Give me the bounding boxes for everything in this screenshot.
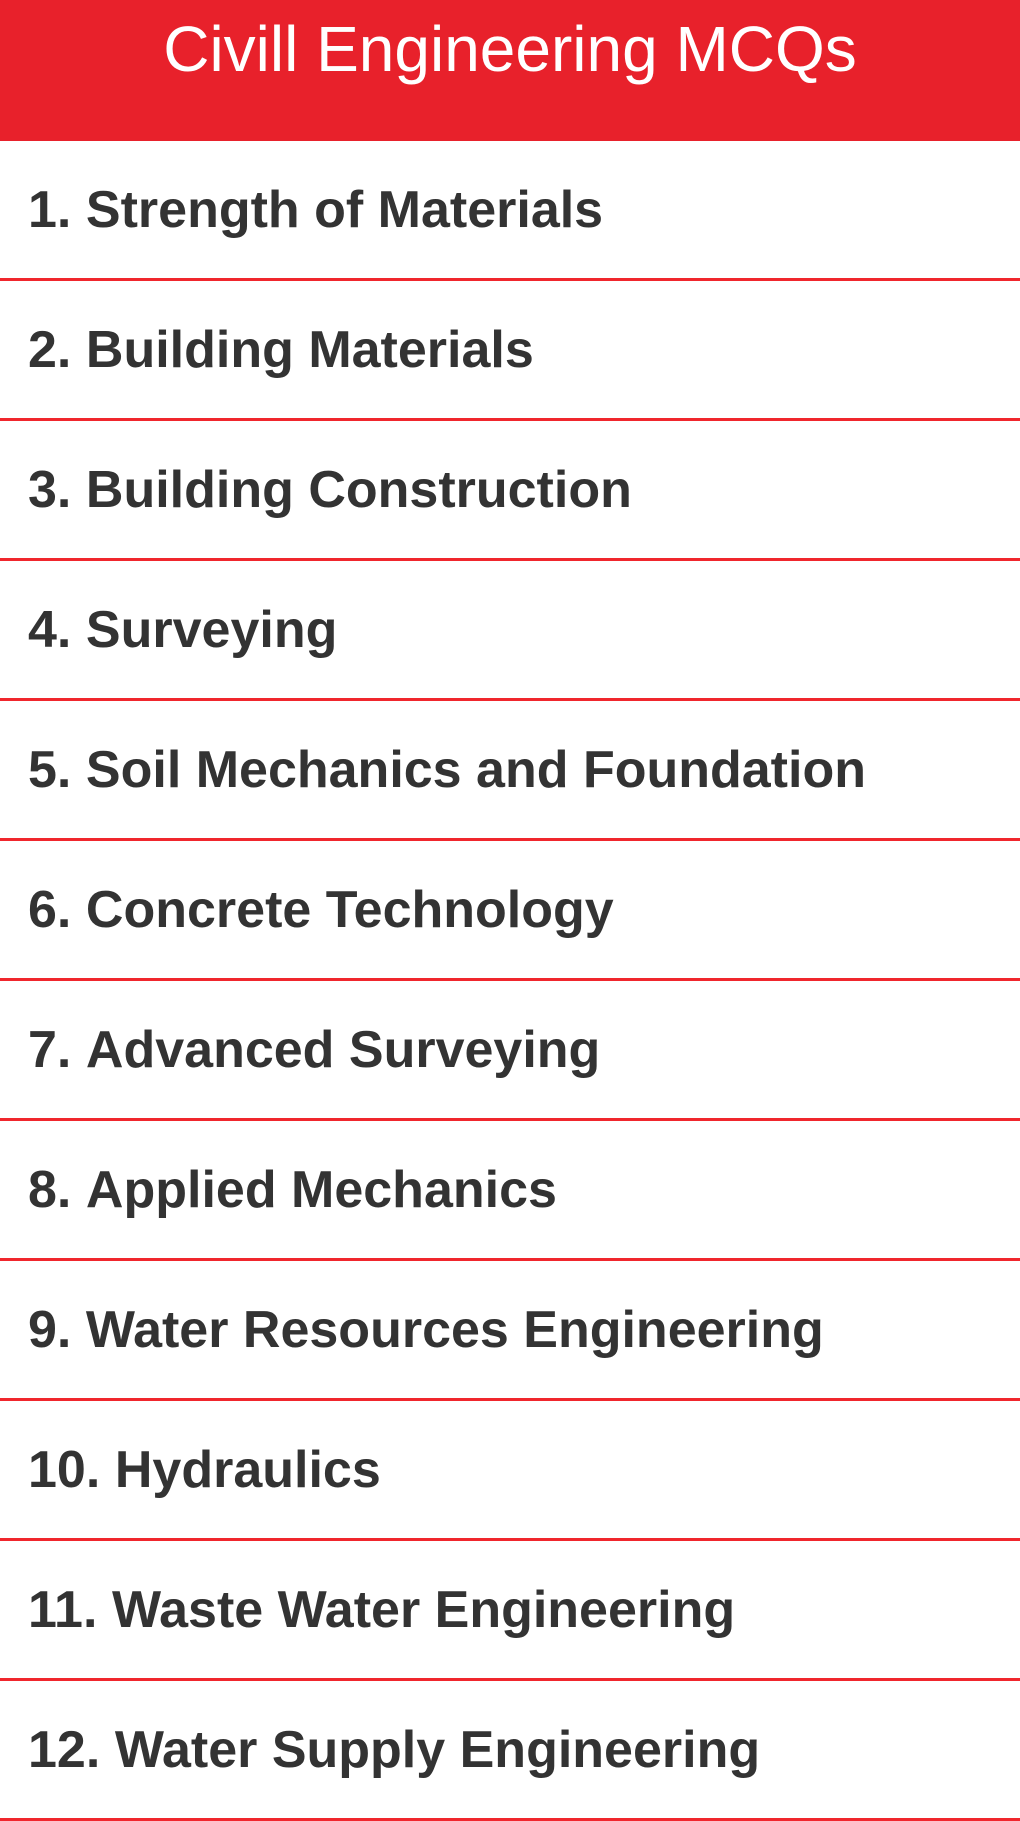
item-label: Building Construction [85,460,632,519]
item-label: Advanced Surveying [85,1020,601,1079]
item-label: Soil Mechanics and Foundation [85,740,866,799]
item-label: Waste Water Engineering [111,1580,736,1639]
list-item-advanced-surveying[interactable]: 7. Advanced Surveying [0,981,1020,1121]
item-label: Building Materials [85,320,534,379]
item-number: 5. [28,740,72,799]
page-title: Civill Engineering MCQs [163,13,857,85]
list-item-hydraulics[interactable]: 10. Hydraulics [0,1401,1020,1541]
list-item-water-supply-engineering[interactable]: 12. Water Supply Engineering [0,1681,1020,1821]
list-item-water-resources-engineering[interactable]: 9. Water Resources Engineering [0,1261,1020,1401]
item-label: Surveying [85,600,338,659]
item-number: 6. [28,880,72,939]
item-number: 8. [28,1160,72,1219]
item-label: Hydraulics [114,1440,381,1499]
page-header: Civill Engineering MCQs [0,0,1020,141]
item-label: Strength of Materials [85,180,604,239]
item-number: 7. [28,1020,72,1079]
item-label: Applied Mechanics [85,1160,557,1219]
list-item-building-construction[interactable]: 3. Building Construction [0,421,1020,561]
item-number: 9. [28,1300,72,1359]
list-item-applied-mechanics[interactable]: 8. Applied Mechanics [0,1121,1020,1261]
item-label: Concrete Technology [85,880,614,939]
item-number: 10. [28,1440,101,1499]
item-number: 12. [28,1720,101,1779]
item-label: Water Resources Engineering [85,1300,824,1359]
item-label: Water Supply Engineering [114,1720,761,1779]
item-number: 4. [28,600,72,659]
item-number: 1. [28,180,72,239]
item-number: 11. [28,1580,98,1639]
list-item-building-materials[interactable]: 2. Building Materials [0,281,1020,421]
list-item-soil-mechanics-and-foundation[interactable]: 5. Soil Mechanics and Foundation [0,701,1020,841]
item-number: 2. [28,320,72,379]
topics-list: 1. Strength of Materials 2. Building Mat… [0,141,1020,1821]
list-item-strength-of-materials[interactable]: 1. Strength of Materials [0,141,1020,281]
item-number: 3. [28,460,72,519]
list-item-waste-water-engineering[interactable]: 11. Waste Water Engineering [0,1541,1020,1681]
list-item-surveying[interactable]: 4. Surveying [0,561,1020,701]
list-item-concrete-technology[interactable]: 6. Concrete Technology [0,841,1020,981]
